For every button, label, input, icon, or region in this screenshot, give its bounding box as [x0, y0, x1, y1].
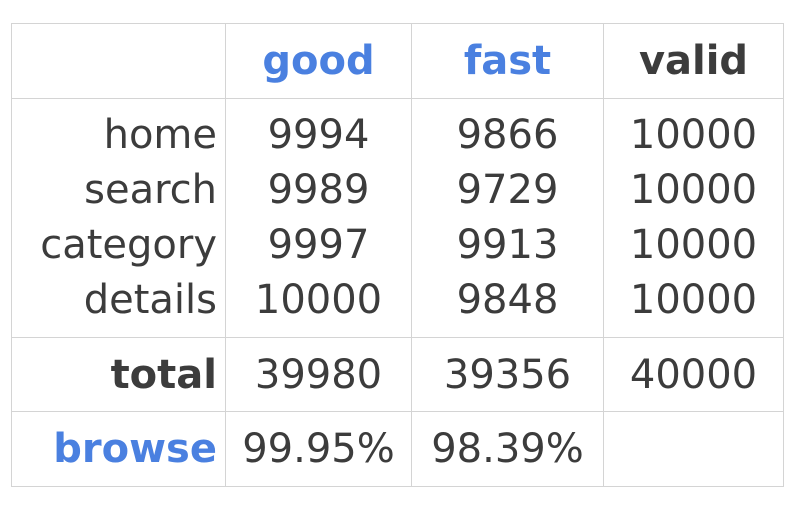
- total-valid: 40000: [603, 337, 784, 412]
- results-table-container: good fast valid home search category det…: [11, 23, 784, 487]
- value-category-good: 9997: [267, 222, 370, 268]
- row-labels-cell: home search category details: [11, 98, 226, 338]
- value-home-fast: 9866: [456, 112, 559, 158]
- value-search-good: 9989: [267, 167, 370, 213]
- value-home-good: 9994: [267, 112, 370, 158]
- total-row: total 39980 39356 40000: [11, 337, 784, 412]
- browse-row: browse 99.95% 98.39%: [11, 411, 784, 487]
- total-fast: 39356: [411, 337, 604, 412]
- value-search-fast: 9729: [456, 167, 559, 213]
- browse-label: browse: [11, 411, 226, 487]
- value-home-valid: 10000: [629, 112, 758, 158]
- value-search-valid: 10000: [629, 167, 758, 213]
- value-details-valid: 10000: [629, 277, 758, 323]
- good-values-cell: 9994 9989 9997 10000: [225, 98, 412, 338]
- value-category-valid: 10000: [629, 222, 758, 268]
- column-header-valid: valid: [603, 23, 784, 99]
- value-category-fast: 9913: [456, 222, 559, 268]
- results-table: good fast valid home search category det…: [11, 23, 784, 487]
- total-label: total: [11, 337, 226, 412]
- fast-values-cell: 9866 9729 9913 9848: [411, 98, 604, 338]
- browse-valid: [603, 411, 784, 487]
- row-label-home: home: [103, 112, 217, 158]
- valid-values-cell: 10000 10000 10000 10000: [603, 98, 784, 338]
- page-rows: home search category details 9994 9989 9…: [11, 98, 784, 338]
- corner-cell: [11, 23, 226, 99]
- row-label-category: category: [40, 222, 217, 268]
- header-row: good fast valid: [11, 23, 784, 99]
- value-details-fast: 9848: [456, 277, 559, 323]
- total-good: 39980: [225, 337, 412, 412]
- browse-fast: 98.39%: [411, 411, 604, 487]
- row-label-details: details: [83, 277, 217, 323]
- value-details-good: 10000: [254, 277, 383, 323]
- row-label-search: search: [84, 167, 217, 213]
- column-header-good: good: [225, 23, 412, 99]
- browse-good: 99.95%: [225, 411, 412, 487]
- column-header-fast: fast: [411, 23, 604, 99]
